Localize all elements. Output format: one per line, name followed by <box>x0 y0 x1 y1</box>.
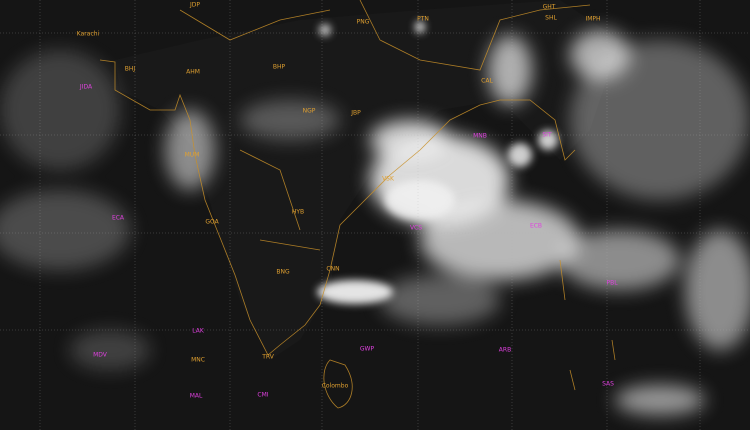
map-label-city: PNG <box>356 18 370 26</box>
map-label-city: JBP <box>351 109 361 117</box>
map-label-station: ECB <box>529 222 543 230</box>
map-label-station: SAS <box>602 380 614 388</box>
map-label-city: TRV <box>262 353 274 361</box>
map-label-city: Colombo <box>321 382 349 390</box>
map-label-station: PBL <box>606 279 618 287</box>
map-label-city: SHL <box>545 14 557 22</box>
map-label-city: AHM <box>186 68 200 76</box>
map-label-city: BNG <box>276 268 290 276</box>
map-label-city: Karachi <box>76 30 100 38</box>
map-label-city: GHT <box>542 3 556 11</box>
map-label-city: BHJ <box>124 65 136 73</box>
map-label-city: MNC <box>191 356 205 364</box>
map-label-station: MDV <box>93 351 107 359</box>
map-label-station: JIDA <box>79 83 93 91</box>
map-label-station: CMI <box>257 391 269 399</box>
map-label-city: CNN <box>326 265 340 273</box>
map-label-city: HYB <box>291 208 305 216</box>
map-label-city: VSK <box>382 175 394 183</box>
map-label-station: MAL <box>189 392 203 400</box>
map-label-city: NGP <box>302 107 316 115</box>
map-label-city: MUM <box>184 151 200 159</box>
map-label-city: GOA <box>205 218 219 226</box>
clouds <box>0 21 750 415</box>
map-label-city: CAL <box>481 77 493 85</box>
map-label-station: VCS <box>409 224 423 232</box>
map-label-station: LAK <box>192 327 204 335</box>
map-label-station: MNB <box>473 132 487 140</box>
coastlines <box>99 0 616 409</box>
map-label-city: BHP <box>272 63 286 71</box>
map-label-city: JDP <box>189 1 201 9</box>
map-label-station: GWP <box>359 345 375 353</box>
map-label-city: PTN <box>417 15 429 23</box>
map-label-station: SIT <box>542 131 552 139</box>
map-label-station: ECA <box>111 214 125 222</box>
map-label-station: ARB <box>498 346 512 354</box>
map-label-city: IMPH <box>585 15 601 23</box>
